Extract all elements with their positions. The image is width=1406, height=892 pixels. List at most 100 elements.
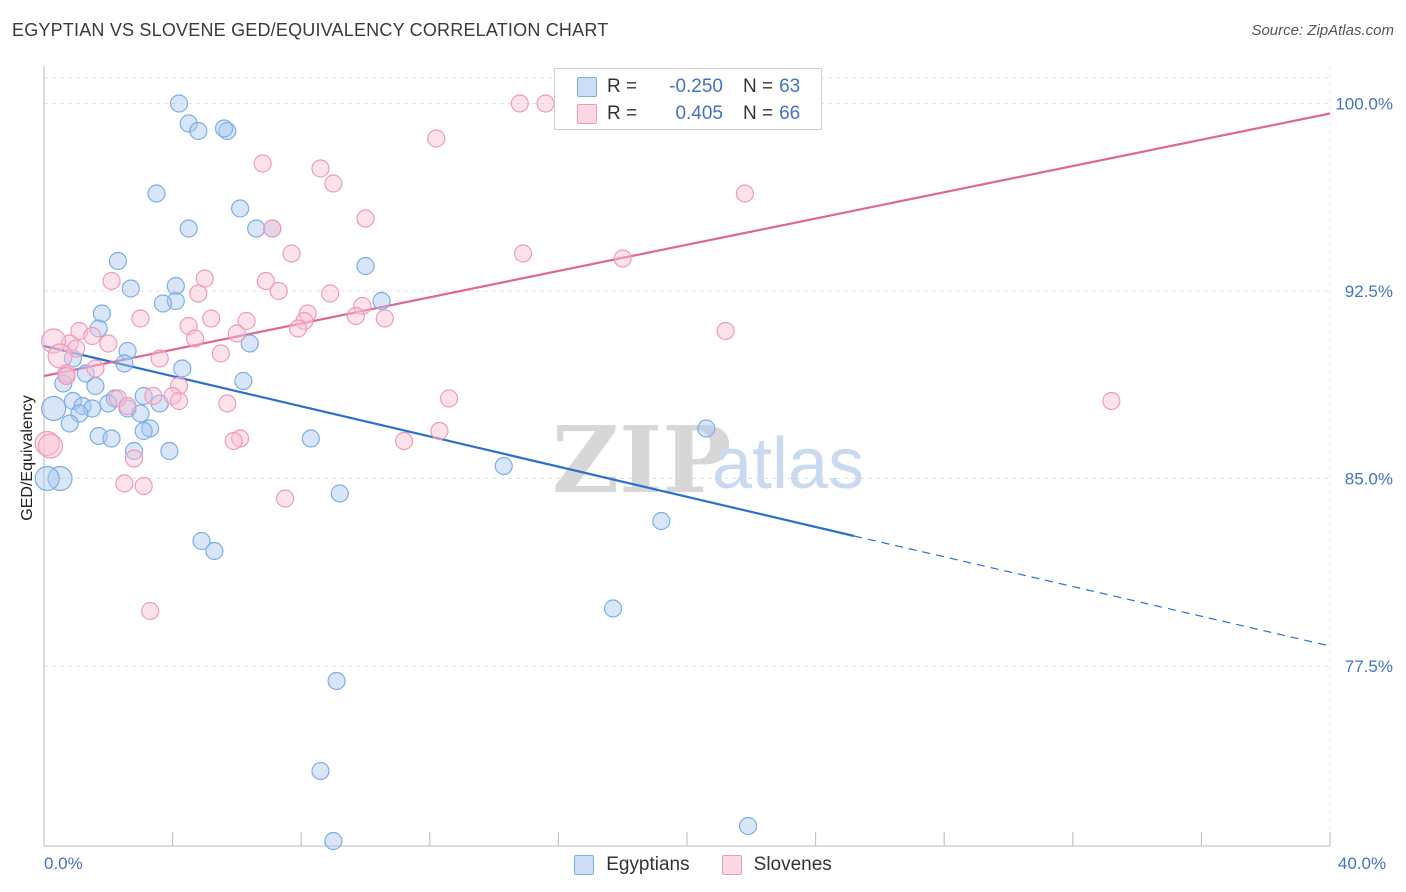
slovenes-point	[353, 296, 372, 316]
slovenes-point	[295, 311, 314, 331]
egyptians-point	[218, 121, 237, 141]
slovenes-point	[430, 421, 449, 441]
slovenes-point	[288, 319, 308, 338]
legend-item-egyptians[interactable]: Egyptians	[574, 854, 690, 876]
slovenes-point	[256, 271, 275, 291]
slovenes-point	[311, 159, 330, 178]
slovenes-point	[227, 324, 246, 343]
legend-r-label: R =	[607, 103, 638, 124]
slovenes-point	[276, 489, 295, 508]
egyptians-point	[356, 256, 375, 276]
axis-layer: 100.0% 92.5% 85.0% 77.5% 0.0% 40.0%	[43, 66, 1393, 873]
egyptians-point	[124, 441, 144, 461]
egyptians-point	[179, 219, 198, 238]
slovenes-point	[118, 396, 137, 416]
chart-title: EGYPTIAN VS SLOVENE GED/EQUIVALENCY CORR…	[12, 20, 609, 40]
slovenes-point	[356, 209, 375, 228]
slovenes-point	[83, 326, 102, 346]
egyptians-point	[147, 184, 166, 203]
slovenes-point	[253, 154, 272, 173]
egyptians-point	[494, 456, 513, 476]
legend-n-value: 63	[779, 76, 801, 97]
egyptians-point	[60, 414, 79, 433]
egyptians-point	[134, 421, 153, 441]
egyptians-point	[327, 671, 346, 691]
slovenes-point	[324, 174, 343, 193]
legend-n-label: N =	[743, 76, 774, 97]
slovenes-point	[375, 309, 394, 328]
chart-source: Source: ZipAtlas.com	[1251, 22, 1394, 39]
slovenes-point	[124, 449, 144, 468]
egyptians-point	[738, 816, 758, 836]
slovenes-point	[202, 309, 221, 328]
slovenes-point	[218, 394, 237, 413]
slovenes-point	[115, 474, 134, 493]
legend-r-label: R =	[607, 76, 638, 97]
legend-label-egyptians: Egyptians	[606, 854, 690, 875]
egyptians-point	[189, 121, 208, 141]
egyptians-point	[603, 599, 623, 618]
egyptians-point	[102, 429, 121, 448]
slovenes-point	[41, 328, 67, 354]
egyptians-point	[173, 359, 192, 378]
egyptians-point	[247, 219, 266, 238]
egyptians-point	[70, 404, 89, 423]
egyptians-trendline-extension	[854, 535, 1331, 647]
egyptians-point	[652, 511, 671, 531]
slovenes-point	[510, 94, 529, 113]
slovenes-point	[282, 244, 301, 263]
slovenes-point	[613, 249, 632, 268]
legend-row-slovenes: R = 0.405 N = 66	[577, 102, 800, 126]
slovenes-point	[269, 281, 288, 301]
egyptians-point	[324, 831, 343, 851]
slovenes-point	[427, 129, 446, 148]
egyptians-point	[330, 484, 349, 503]
egyptians-point	[205, 541, 224, 561]
slovenes-point	[108, 389, 128, 408]
egyptians-point	[301, 429, 320, 448]
watermark-atlas: atlas	[712, 424, 864, 504]
egyptians-point	[160, 441, 179, 461]
slovenes-point	[195, 269, 214, 288]
egyptians-point	[240, 334, 259, 353]
x-tick-label: 0.0%	[44, 854, 83, 873]
watermark-zip: ZIP	[552, 406, 731, 514]
x-tick-label: 40.0%	[1338, 854, 1386, 873]
legend-item-slovenes[interactable]: Slovenes	[721, 854, 832, 876]
slovenes-point	[513, 244, 533, 263]
legend-swatch-slovenes	[721, 855, 742, 875]
slovenes-point	[735, 184, 754, 203]
egyptians-point	[134, 386, 153, 406]
egyptians-point	[108, 251, 128, 271]
slovenes-point	[144, 386, 163, 406]
slovenes-point	[186, 329, 205, 348]
egyptians-point	[76, 364, 95, 383]
egyptians-point	[192, 531, 211, 551]
watermark: ZIP atlas	[552, 406, 864, 514]
correlation-legend: R = -0.250 N = 63 R = 0.405 N = 66	[554, 68, 822, 130]
legend-swatch-slovenes	[577, 104, 597, 124]
series-legend: Egyptians Slovenes	[0, 852, 1406, 878]
legend-n-value: 66	[779, 103, 801, 124]
egyptians-point	[115, 354, 134, 373]
egyptians-point	[234, 371, 253, 391]
egyptians-point	[41, 395, 67, 422]
egyptians-point	[231, 199, 250, 218]
slovenes-point	[140, 601, 160, 621]
y-tick-label: 77.5%	[1345, 657, 1393, 676]
egyptians-point	[169, 94, 189, 113]
slovenes-point	[321, 284, 340, 303]
slovenes-point	[37, 433, 64, 459]
egyptians-point	[92, 304, 111, 323]
egyptians-point	[86, 376, 105, 396]
point-layer	[34, 94, 1121, 851]
egyptians-point	[179, 114, 198, 133]
slovenes-point	[169, 391, 189, 411]
slovenes-point	[169, 376, 189, 396]
slovenes-point	[394, 431, 414, 451]
slovenes-point	[57, 366, 76, 386]
slovenes-point	[263, 219, 282, 238]
slovenes-point	[439, 389, 459, 408]
egyptians-point	[89, 319, 108, 338]
slovenes-point	[150, 349, 169, 368]
